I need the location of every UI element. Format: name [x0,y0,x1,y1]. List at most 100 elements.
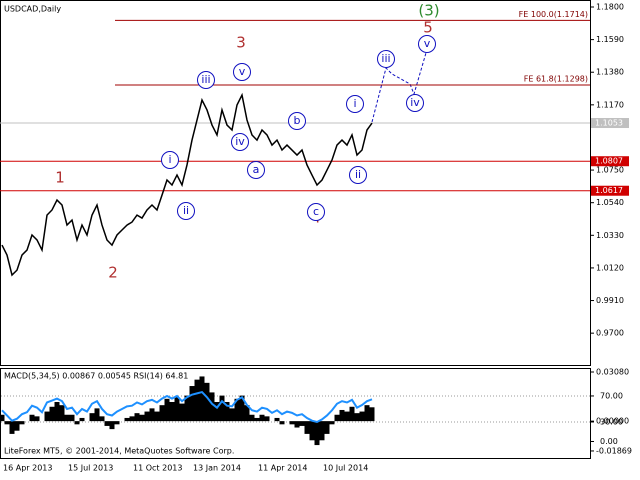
wave-label: (3) [418,2,439,20]
macd-bar [144,411,150,422]
wave-circle [233,63,251,81]
wave-circle [346,95,364,113]
price-box [591,118,629,129]
y-tick-label: 0.9910 [596,296,624,305]
macd-bar [369,407,375,422]
price-box [591,185,629,196]
wave-label: iii [201,73,210,86]
wave-circle [377,50,395,68]
macd-bar [214,401,220,422]
rsi-line [1,390,373,424]
macd-bar [34,416,40,422]
wave-label: a [253,163,260,176]
macd-bar [69,414,75,422]
macd-bar [94,408,100,422]
macd-bar [309,421,315,441]
macd-bar [229,408,235,422]
macd-bar [154,411,160,422]
macd-bar [59,405,65,422]
macd-bar [124,417,130,422]
x-tick-label: 11 Oct 2013 [133,464,182,473]
wave-circle [197,71,215,89]
macd-bar [14,421,20,431]
macd-bar [184,395,190,422]
macd-bar [109,421,115,430]
indicator-title: MACD(5,34,5) 0.00867 0.00545 RSI(14) 64.… [4,372,188,381]
wave-label: v [239,65,246,78]
macd-bar [254,417,260,422]
price-box-label: 1.0807 [595,157,623,166]
price-box-label: 1.1053 [595,119,623,128]
macd-bar [64,414,70,422]
macd-bar [169,401,175,422]
macd-bar [259,414,265,422]
macd-bar [304,421,310,434]
wave-label: 2 [108,264,118,282]
macd-bar [29,414,35,422]
price-panel [0,0,591,366]
wave-label: b [294,114,301,127]
wave-label: 5 [423,19,433,37]
macd-bar [114,421,120,425]
wave-label: iii [381,52,390,65]
macd-bar [44,411,50,422]
macd-bar [239,395,245,422]
macd-bar [49,406,55,422]
wave-label: ii [183,204,189,217]
chart-title: USDCAD,Daily [4,5,61,14]
macd-bar [299,421,305,426]
macd-bar [344,411,350,422]
wave-circle [418,35,436,53]
macd-bar [99,416,105,422]
macd-bar [224,401,230,422]
macd-bar [219,395,225,422]
macd-bar [319,421,325,441]
macd-bar [104,421,110,426]
x-tick-label: 11 Apr 2014 [258,464,307,473]
macd-bar [0,414,5,422]
level-label: FE 61.8(1.1298) [524,74,588,83]
macd-bar [174,397,180,422]
macd-bar [179,403,185,422]
y-tick-label: 1.0330 [596,231,624,240]
wave-circle [288,112,306,130]
y-tick-label: -0.01869 [596,446,632,455]
projection-path [371,45,429,123]
macd-bar [194,379,200,422]
macd-bar [289,421,295,425]
y-tick-label: 1.1590 [596,35,624,44]
wave-label: 3 [236,34,246,52]
macd-bar [279,421,285,425]
macd-bar [274,417,280,422]
macd-bar [354,413,360,422]
wave-label: v [424,37,431,50]
macd-bar [164,398,170,422]
wave-circle [231,133,249,151]
macd-bar [209,392,215,422]
macd-bar [249,414,255,422]
macd-bar [74,421,80,425]
wave-label: i [353,97,356,110]
y-tick-label: 30.00 [600,417,623,426]
y-tick-label: 70.00 [600,391,623,400]
macd-bar [339,409,345,422]
indicator-panel [0,368,591,459]
macd-bar [134,413,140,422]
y-tick-label: 0.00000 [596,417,629,426]
x-tick-label: 15 Jul 2013 [68,464,113,473]
wave-label: c [313,205,319,218]
price-line [1,92,373,277]
y-tick-label: 1.0120 [596,263,624,272]
level-label: FE 100.0(1.1714) [519,10,588,19]
wave-circle [307,203,325,221]
wave-circle [161,151,179,169]
y-tick-label: 1.0540 [596,198,624,207]
macd-bar [4,421,10,425]
macd-bar [149,408,155,422]
price-box [591,156,629,167]
wave-label: iv [235,135,245,148]
macd-bar [244,405,250,422]
footer: LiteForex MT5, © 2001-2014, MetaQuotes S… [4,447,234,456]
macd-bar [324,421,330,434]
macd-bar [19,421,25,425]
